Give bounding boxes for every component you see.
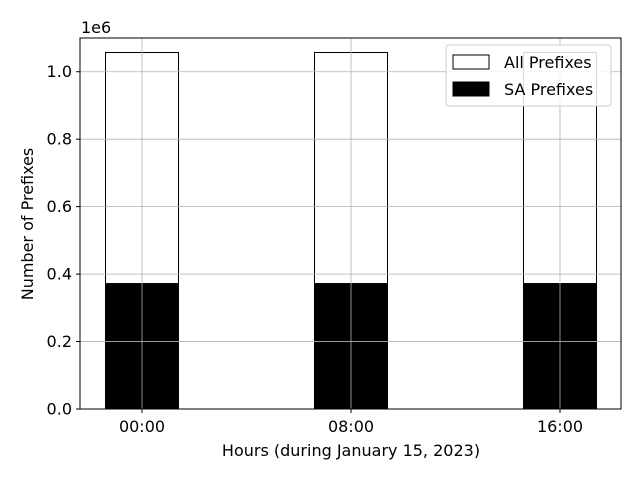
legend-swatch-all-prefixes [452, 54, 490, 70]
y-axis-label: Number of Prefixes [18, 148, 37, 301]
y-tick-label: 1.0 [47, 62, 72, 81]
y-offset-label: 1e6 [81, 18, 111, 37]
y-tick-label: 0.0 [47, 400, 72, 419]
bars [80, 38, 621, 410]
x-tick-label: 08:00 [328, 417, 374, 436]
y-tick-label: 0.4 [47, 265, 72, 284]
y-tick-label: 0.8 [47, 130, 72, 149]
legend-label-sa-prefixes: SA Prefixes [504, 80, 593, 99]
x-tick-label: 00:00 [119, 417, 165, 436]
legend-swatch-sa-prefixes [452, 81, 490, 97]
y-tick-label: 0.6 [47, 197, 72, 216]
y-tick-label: 0.2 [47, 332, 72, 351]
x-axis-label: Hours (during January 15, 2023) [222, 441, 480, 460]
x-tick-label: 16:00 [537, 417, 583, 436]
axes: 0.0 0.2 0.4 0.6 0.8 1.0 00:00 08:00 16:00 [47, 62, 584, 436]
legend: All Prefixes SA Prefixes [445, 44, 612, 107]
legend-label-all-prefixes: All Prefixes [504, 53, 592, 72]
